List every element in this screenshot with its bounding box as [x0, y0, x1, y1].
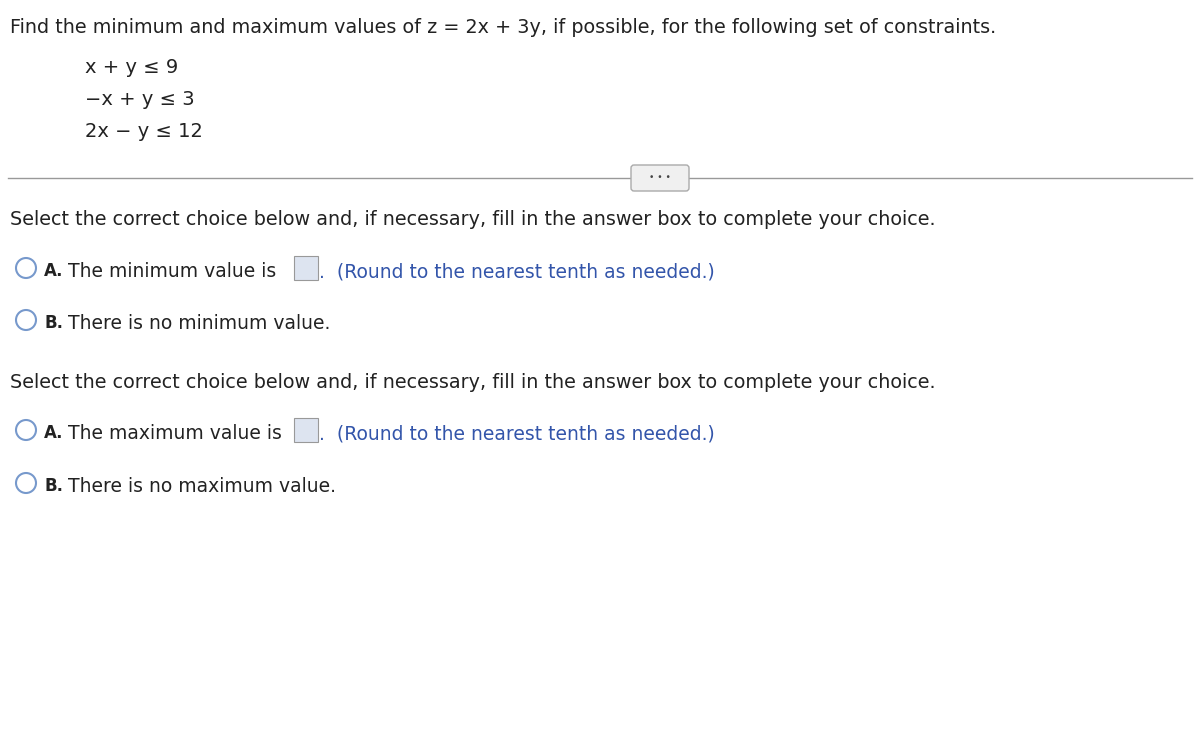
Text: A.: A. [44, 262, 64, 280]
Text: B.: B. [44, 314, 64, 332]
Text: Select the correct choice below and, if necessary, fill in the answer box to com: Select the correct choice below and, if … [10, 210, 936, 229]
FancyBboxPatch shape [294, 256, 318, 280]
Text: The minimum value is: The minimum value is [68, 262, 276, 281]
Text: B.: B. [44, 477, 64, 495]
Text: x + y ≤ 9: x + y ≤ 9 [85, 58, 179, 77]
Text: There is no minimum value.: There is no minimum value. [68, 314, 330, 333]
Text: • • •: • • • [649, 173, 671, 182]
Text: There is no maximum value.: There is no maximum value. [68, 477, 336, 496]
Text: 2x − y ≤ 12: 2x − y ≤ 12 [85, 122, 203, 141]
Text: Select the correct choice below and, if necessary, fill in the answer box to com: Select the correct choice below and, if … [10, 373, 936, 392]
Text: .  (Round to the nearest tenth as needed.): . (Round to the nearest tenth as needed.… [319, 424, 715, 443]
FancyBboxPatch shape [631, 165, 689, 191]
FancyBboxPatch shape [294, 418, 318, 442]
Text: Find the minimum and maximum values of z = 2x + 3y, if possible, for the followi: Find the minimum and maximum values of z… [10, 18, 996, 37]
Text: A.: A. [44, 424, 64, 442]
Text: The maximum value is: The maximum value is [68, 424, 282, 443]
Text: −x + y ≤ 3: −x + y ≤ 3 [85, 90, 194, 109]
Text: .  (Round to the nearest tenth as needed.): . (Round to the nearest tenth as needed.… [319, 262, 715, 281]
